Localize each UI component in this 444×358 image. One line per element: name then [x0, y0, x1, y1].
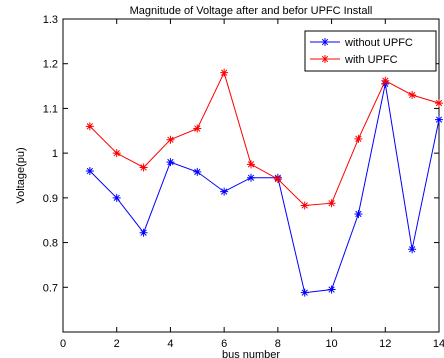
chart-title: Magnitude of Voltage after and befor UPF… — [130, 5, 373, 17]
data-point — [381, 76, 390, 85]
series-layer — [85, 68, 443, 297]
x-tick-label: 6 — [221, 338, 227, 350]
legend-label: with UPFC — [344, 54, 398, 66]
y-axis-label: Voltage(pu) — [15, 147, 27, 203]
y-tick-label: 1.3 — [43, 14, 58, 26]
data-point — [354, 134, 363, 143]
legend-marker — [321, 38, 329, 46]
series-with-upfc — [85, 68, 443, 210]
data-point — [139, 163, 148, 172]
y-tick-label: 1.2 — [43, 59, 58, 71]
x-tick-label: 2 — [114, 338, 120, 350]
data-point — [193, 124, 202, 133]
data-point — [435, 99, 443, 108]
data-point — [354, 209, 363, 218]
data-point — [273, 175, 282, 184]
data-point — [300, 288, 309, 297]
data-point — [408, 245, 417, 254]
data-point — [193, 167, 202, 176]
legend: without UPFC with UPFC — [304, 30, 437, 72]
x-tick-label: 10 — [325, 338, 337, 350]
y-tick-label: 0.9 — [43, 193, 58, 205]
x-tick-label: 0 — [60, 338, 66, 350]
x-tick-label: 12 — [379, 338, 391, 350]
series-line — [89, 83, 440, 294]
y-tick-label: 1 — [52, 148, 58, 160]
y-tick-labels: 0.7 0.8 0.9 1 1.1 1.2 1.3 — [43, 14, 58, 294]
data-point — [408, 91, 417, 100]
x-tick-label: 4 — [167, 338, 173, 350]
legend-marker — [321, 55, 329, 63]
x-tick-label: 8 — [275, 338, 281, 350]
legend-item: without UPFC — [310, 37, 413, 49]
legend-box — [304, 30, 437, 72]
series-line — [89, 71, 440, 207]
y-tick-label: 1.1 — [43, 103, 58, 115]
data-point — [112, 193, 121, 202]
tick-marks — [62, 18, 440, 332]
legend-label: without UPFC — [344, 37, 413, 49]
x-tick-labels: 0 2 4 6 8 10 12 14 — [60, 338, 444, 350]
data-point — [220, 187, 229, 196]
data-point — [139, 228, 148, 237]
data-point — [327, 199, 336, 208]
data-point — [166, 135, 175, 144]
x-tick-label: 14 — [433, 338, 444, 350]
data-point — [435, 115, 443, 124]
data-point — [166, 158, 175, 167]
data-point — [85, 167, 94, 176]
data-point — [300, 201, 309, 210]
data-point — [247, 160, 255, 169]
data-point — [112, 149, 121, 158]
data-point — [327, 285, 336, 294]
data-point — [247, 173, 255, 182]
y-tick-label: 0.7 — [43, 282, 58, 294]
legend-item: with UPFC — [310, 54, 398, 66]
data-point — [85, 122, 94, 131]
x-axis-label: bus number — [222, 349, 280, 358]
data-point — [220, 68, 229, 77]
y-tick-label: 0.8 — [43, 238, 58, 250]
